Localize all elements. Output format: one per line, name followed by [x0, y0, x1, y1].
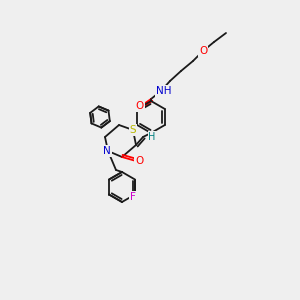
- Text: O: O: [135, 156, 143, 166]
- Text: S: S: [130, 125, 136, 135]
- Text: NH: NH: [156, 86, 172, 96]
- Text: H: H: [148, 132, 156, 142]
- Text: N: N: [103, 146, 111, 156]
- Text: F: F: [130, 191, 136, 202]
- Text: O: O: [136, 101, 144, 111]
- Text: O: O: [199, 46, 207, 56]
